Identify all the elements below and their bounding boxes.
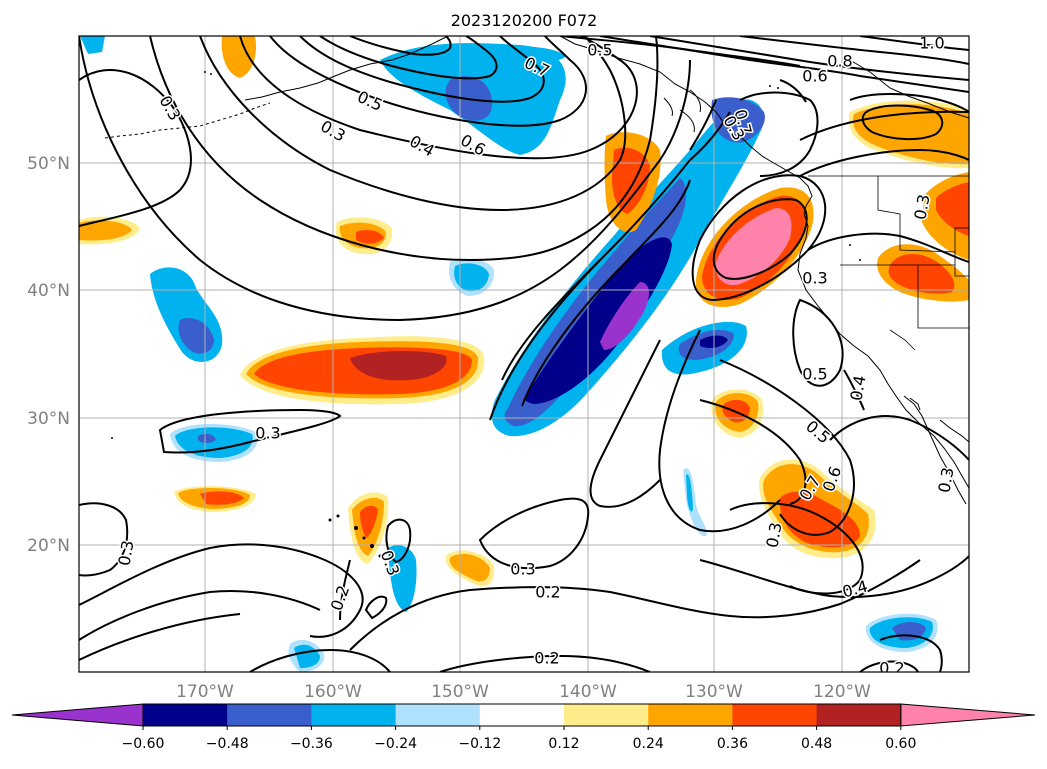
contour-label: 0.3 xyxy=(114,539,137,567)
contour-label: 0.5 xyxy=(802,365,827,384)
colorbar-bin xyxy=(311,704,397,726)
map-frame xyxy=(78,35,970,673)
colorbar-bin xyxy=(479,704,565,726)
colorbar-tick-label: −0.36 xyxy=(290,736,333,752)
colorbar-tick-label: −0.12 xyxy=(458,736,501,752)
shading-central-positive xyxy=(240,336,485,405)
contour-label: 0.5 xyxy=(587,41,612,60)
colorbar-extend-low xyxy=(11,703,144,727)
coastlines xyxy=(244,36,969,505)
contour-label: 0.4 xyxy=(846,374,869,402)
colorbar-frame xyxy=(142,703,902,727)
contour-label: 0.3 xyxy=(802,269,827,288)
islands xyxy=(104,71,861,566)
boundaries xyxy=(808,175,969,351)
contour-label: 0.4 xyxy=(840,577,870,602)
colorbar-bin xyxy=(816,704,902,726)
lat-label-40n: 40°N xyxy=(27,281,70,301)
contour-label: 0.3 xyxy=(762,521,785,549)
colorbar-tick-label: −0.24 xyxy=(374,736,417,752)
contour-label: 1.0 xyxy=(919,34,944,53)
lon-label-120w: 120°W xyxy=(813,682,871,702)
lon-label-140w: 140°W xyxy=(559,682,617,702)
colorbar-bin xyxy=(227,704,312,726)
lon-label-170w: 170°W xyxy=(176,682,234,702)
colorbar-bin xyxy=(564,704,649,726)
shading-subtropic-positive xyxy=(170,389,876,672)
shading-aleutian-positive xyxy=(221,36,257,78)
contour-label: 0.5 xyxy=(802,417,834,448)
colorbar-tick-label: 0.36 xyxy=(717,736,748,752)
lon-axis: 170°W 160°W 150°W 140°W 130°W 120°W xyxy=(176,682,871,702)
lon-label-160w: 160°W xyxy=(304,682,362,702)
colorbar-tick-label: 0.60 xyxy=(885,736,916,752)
contour-label: 0.3 xyxy=(934,466,957,494)
shading-western-positive xyxy=(79,216,393,255)
colorbar-bin xyxy=(648,704,733,726)
lat-label-50n: 50°N xyxy=(27,154,70,174)
contour-label: 0.2 xyxy=(879,659,904,678)
colorbar-tick-label: 0.12 xyxy=(548,736,579,752)
contour-label: 0.3 xyxy=(255,424,280,443)
colorbar-tick-label: 0.24 xyxy=(633,736,664,752)
colorbar-bin xyxy=(732,704,818,726)
map-area: 0.30.30.50.4 0.60.70.50.70.80.61.00.30.30… xyxy=(79,34,969,678)
lat-label-20n: 20°N xyxy=(27,536,70,556)
lat-label-30n: 30°N xyxy=(27,409,70,429)
shaded-fields xyxy=(79,36,969,672)
contour-label: 0.3 xyxy=(510,560,535,579)
contour-label: 0.8 xyxy=(827,52,852,71)
map-title: 2023120200 F072 xyxy=(451,11,598,30)
contour-label: 0.3 xyxy=(317,116,349,145)
contour-lines xyxy=(79,36,969,672)
shading-trough-negative xyxy=(491,97,765,537)
lon-label-150w: 150°W xyxy=(431,682,489,702)
contour-label: 0.4 xyxy=(406,131,438,160)
colorbar-extend-high xyxy=(900,703,1036,727)
colorbar-tick-label: −0.60 xyxy=(122,736,165,752)
lon-label-130w: 130°W xyxy=(685,682,743,702)
contour-label: 0.2 xyxy=(534,649,559,668)
contour-label: 0.2 xyxy=(327,583,354,613)
colorbar-bin xyxy=(395,704,481,726)
colorbar: −0.60 −0.48 −0.36 −0.24 −0.12 0.12 0.24 0.36 0.4… xyxy=(11,703,1036,752)
colorbar-bin xyxy=(143,704,228,726)
lat-axis: 50°N 40°N 30°N 20°N xyxy=(27,154,70,556)
colorbar-tick-label: −0.48 xyxy=(206,736,249,752)
contour-label: 0.2 xyxy=(535,583,560,602)
colorbar-tick-label: 0.48 xyxy=(801,736,832,752)
contour-label: 0.6 xyxy=(802,67,827,86)
